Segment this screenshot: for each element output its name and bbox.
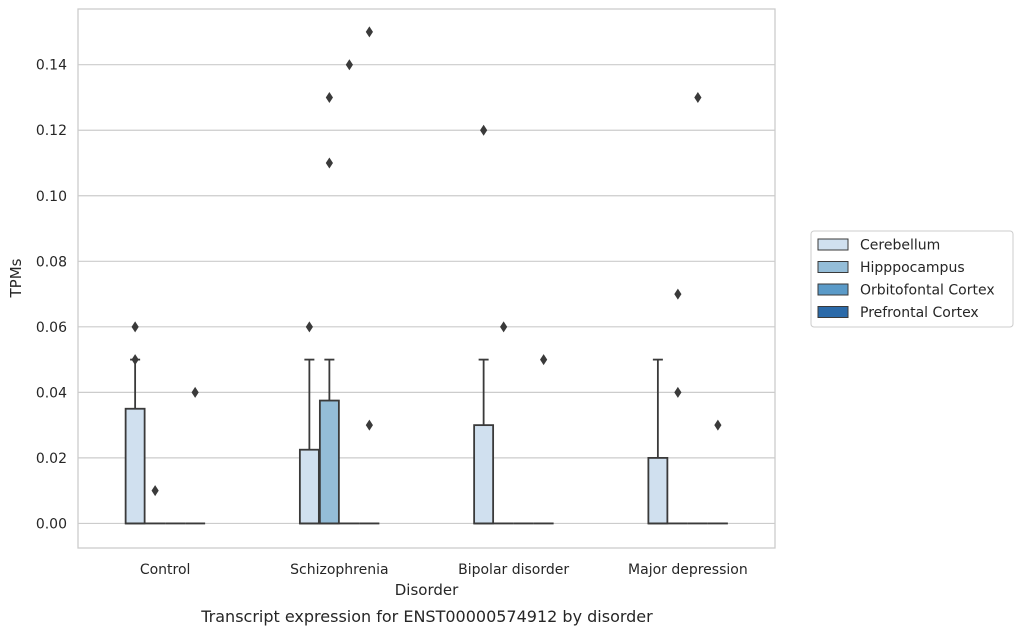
y-tick-labels: 0.00 0.02 0.04 0.06 0.08 0.10 0.12 0.14	[36, 58, 67, 533]
outlier-point	[325, 157, 333, 169]
plot-area: 0.00 0.02 0.04 0.06 0.08 0.10 0.12 0.14 Control…	[36, 8, 776, 578]
outlier-point	[325, 91, 333, 103]
y-tick-label: 0.06	[36, 320, 67, 336]
box-body	[318, 399, 340, 525]
box-group	[493, 321, 514, 525]
box-group	[359, 26, 380, 525]
legend-label: Prefrontal Cortex	[860, 305, 979, 321]
box-group	[707, 419, 728, 525]
box-group	[318, 91, 340, 525]
boxes	[124, 26, 728, 525]
y-tick-label: 0.00	[36, 516, 67, 532]
x-tick-labels: Control Schizophrenia Bipolar disorder Majo…	[140, 562, 748, 578]
plot-frame	[77, 8, 776, 549]
y-tick-label: 0.04	[36, 385, 67, 401]
box-group	[473, 124, 495, 525]
box-group	[145, 485, 166, 525]
legend-frame	[810, 230, 1014, 328]
legend-label: Orbitofontal Cortex	[860, 283, 995, 299]
y-tick-label: 0.02	[36, 451, 67, 467]
outlier-point	[365, 419, 373, 431]
outlier-point	[674, 386, 682, 398]
outlier-point	[305, 321, 313, 333]
outlier-point	[131, 321, 139, 333]
box-body	[647, 456, 669, 525]
box-group	[533, 354, 554, 525]
y-tick-label: 0.14	[36, 58, 67, 74]
y-tick-label: 0.10	[36, 189, 67, 205]
outlier-point	[540, 354, 548, 366]
legend-label: Cerebellum	[860, 238, 940, 254]
legend-label: Hipppocampus	[860, 260, 965, 276]
x-tick-label: Control	[140, 562, 191, 578]
outlier-point	[131, 354, 139, 366]
outlier-point	[674, 288, 682, 300]
box-group	[298, 321, 320, 525]
legend-entries: Cerebellum Hipppocampus Orbitofontal Corte…	[817, 238, 995, 321]
legend: Cerebellum Hipppocampus Orbitofontal Corte…	[810, 230, 1014, 328]
y-tick-label: 0.08	[36, 254, 67, 270]
box-group	[339, 59, 360, 525]
x-tick-label: Major depression	[628, 562, 748, 578]
legend-swatch	[817, 306, 849, 318]
box-group	[185, 386, 206, 525]
outlier-point	[714, 419, 722, 431]
box-body	[473, 424, 495, 525]
legend-swatch	[817, 238, 849, 251]
chart-caption: Transcript expression for ENST0000057491…	[200, 607, 653, 626]
box-group	[124, 321, 146, 525]
grid-lines	[78, 64, 775, 525]
legend-swatch	[817, 261, 849, 273]
box-body	[124, 407, 146, 525]
x-tick-label: Bipolar disorder	[458, 562, 569, 578]
x-axis-title: Disorder	[395, 581, 459, 599]
outlier-point	[191, 386, 199, 398]
outlier-point	[694, 91, 702, 103]
outlier-point	[345, 59, 353, 71]
y-axis-title: TPMs	[7, 258, 25, 298]
outlier-point	[151, 485, 159, 497]
box-group	[667, 288, 688, 525]
x-tick-label: Schizophrenia	[290, 562, 388, 578]
outlier-point	[500, 321, 508, 333]
box-group	[647, 358, 669, 525]
outlier-point	[480, 124, 488, 136]
legend-swatch	[817, 283, 849, 296]
outlier-point	[365, 26, 373, 38]
box-group	[687, 91, 708, 525]
box-body	[298, 448, 320, 525]
y-tick-label: 0.12	[36, 123, 67, 139]
